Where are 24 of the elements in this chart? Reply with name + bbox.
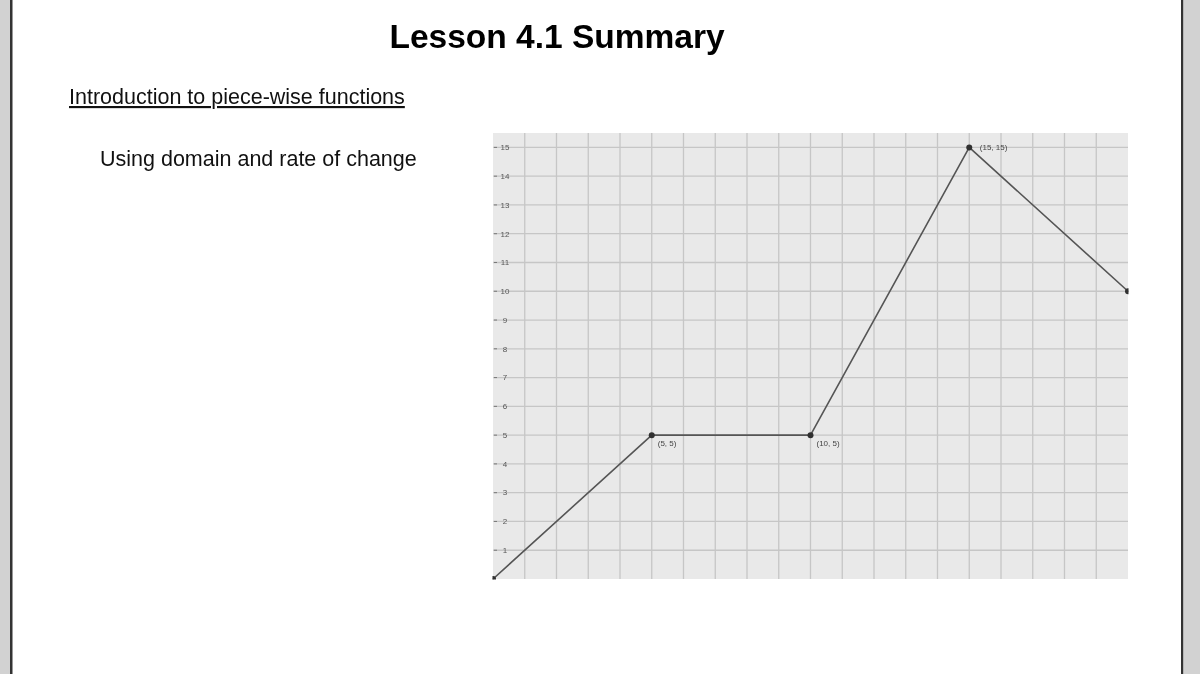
text: Using domain and rate of change xyxy=(100,147,417,171)
y-tick-label: 15 xyxy=(500,143,510,153)
y-tick-label: 6 xyxy=(502,402,508,412)
y-tick-label: 14 xyxy=(500,171,510,181)
y-tick-label: 3 xyxy=(502,488,508,498)
y-tick-label: 7 xyxy=(502,373,508,383)
point xyxy=(966,144,973,151)
chart-title: Lesson 4.1 Summary xyxy=(389,18,725,55)
y-tick-label: 9 xyxy=(502,315,508,325)
y-tick-label: 10 xyxy=(500,287,510,297)
point xyxy=(807,432,814,439)
text: Introduction to piece-wise functions xyxy=(69,85,405,109)
y-tick-label: 4 xyxy=(502,459,508,469)
y-tick-label: 2 xyxy=(502,517,508,527)
data-label: (5, 5) xyxy=(657,439,677,449)
point xyxy=(648,432,655,439)
y-tick-label: 8 xyxy=(502,344,508,354)
data-label: (15, 15) xyxy=(979,143,1008,153)
y-tick-label: 1 xyxy=(502,546,508,556)
data-label: (10, 5) xyxy=(816,439,840,449)
y-tick-label: 12 xyxy=(500,229,510,239)
y-tick-label: 13 xyxy=(500,200,510,210)
y-tick-label: 11 xyxy=(500,258,510,268)
y-tick-label: 5 xyxy=(502,430,508,440)
